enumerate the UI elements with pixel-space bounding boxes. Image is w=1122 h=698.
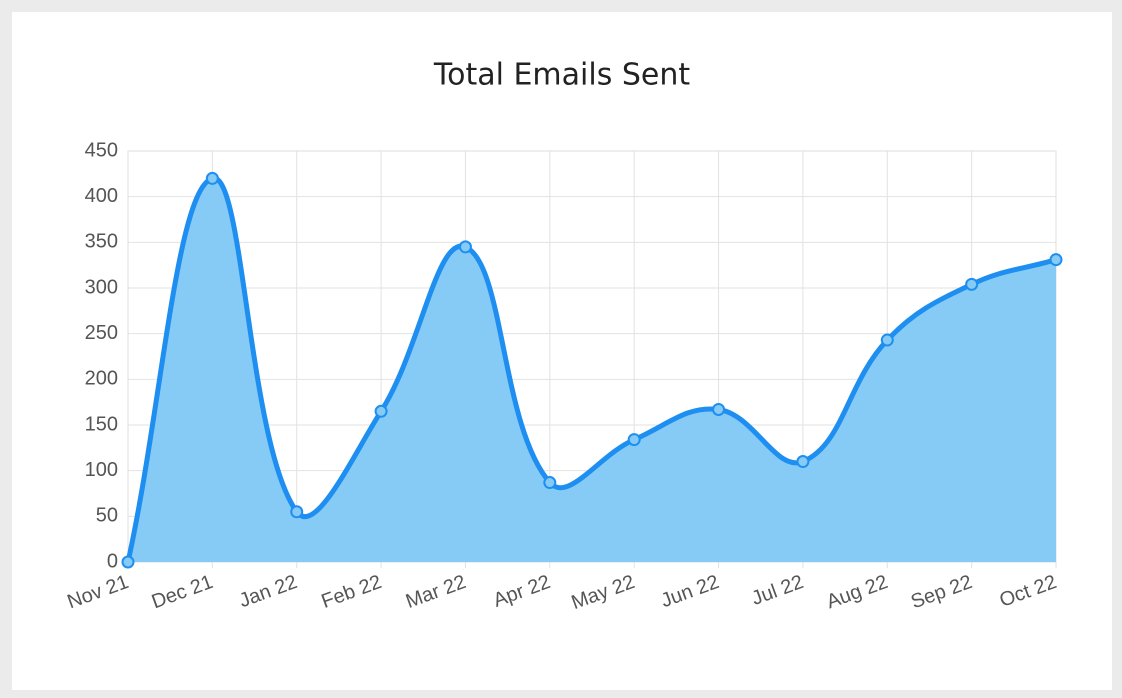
point: [290, 505, 304, 519]
point: [205, 171, 219, 185]
y-tick-label: 400: [85, 185, 118, 207]
x-tick-label: May 22: [569, 571, 638, 614]
x-tick-label: Nov 21: [64, 571, 131, 613]
point: [880, 333, 894, 347]
x-tick-label: Feb 22: [319, 571, 385, 613]
y-tick-label: 150: [85, 413, 118, 435]
x-tick-label: Sep 22: [908, 571, 975, 613]
y-tick-label: 0: [107, 550, 118, 572]
point: [965, 277, 979, 291]
y-tick-label: 200: [85, 368, 118, 390]
point: [712, 402, 726, 416]
y-tick-label: 300: [85, 276, 118, 298]
y-tick-label: 350: [85, 231, 118, 253]
y-tick-label: 100: [85, 459, 118, 481]
x-tick-label: Jul 22: [749, 571, 807, 610]
area-fill: [128, 178, 1056, 563]
point: [1049, 253, 1063, 267]
point: [121, 555, 135, 569]
point: [796, 455, 810, 469]
point: [627, 433, 641, 447]
x-tick-label: Dec 21: [149, 571, 216, 613]
point: [458, 240, 472, 254]
y-tick-label: 50: [96, 505, 118, 527]
x-tick-label: Apr 22: [490, 571, 553, 612]
x-tick-label: Aug 22: [824, 571, 891, 613]
x-tick-label: Jan 22: [236, 571, 300, 612]
point: [374, 404, 388, 418]
x-tick-label: Mar 22: [403, 571, 469, 613]
line: [125, 175, 1057, 563]
y-tick-label: 450: [85, 139, 118, 161]
y-tick-label: 250: [85, 322, 118, 344]
x-tick-label: Jun 22: [658, 571, 722, 612]
chart-title: Total Emails Sent: [433, 58, 691, 93]
point: [543, 476, 557, 490]
x-tick-label: Oct 22: [997, 571, 1060, 612]
